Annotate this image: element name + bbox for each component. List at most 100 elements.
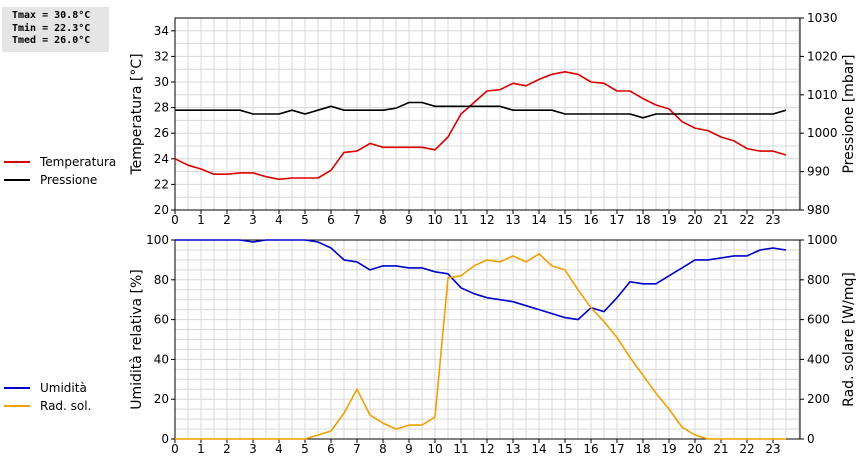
x-tick-label: 14 bbox=[531, 213, 546, 227]
x-tick-label: 19 bbox=[661, 442, 676, 456]
x-tick-label: 17 bbox=[609, 442, 624, 456]
x-tick-label: 19 bbox=[661, 213, 676, 227]
x-tick-label: 23 bbox=[765, 442, 780, 456]
y-right-tick-label: 800 bbox=[807, 273, 830, 287]
x-tick-label: 18 bbox=[635, 442, 650, 456]
legend-label-temperatura: Temperatura bbox=[40, 155, 117, 169]
x-tick-label: 22 bbox=[739, 213, 754, 227]
x-tick-label: 14 bbox=[531, 442, 546, 456]
x-tick-label: 15 bbox=[557, 213, 572, 227]
legend-item-umidita: Umidità bbox=[4, 379, 91, 397]
y-left-tick-label: 28 bbox=[154, 101, 169, 115]
y-right-tick-label: 990 bbox=[807, 165, 830, 179]
x-tick-label: 6 bbox=[327, 442, 335, 456]
legend-bottom: Umidità Rad. sol. bbox=[4, 379, 91, 415]
x-tick-label: 1 bbox=[197, 442, 205, 456]
legend-label-umidita: Umidità bbox=[40, 381, 87, 395]
legend-item-temperatura: Temperatura bbox=[4, 153, 116, 171]
x-tick-label: 11 bbox=[453, 442, 468, 456]
y-right-tick-label: 1000 bbox=[807, 233, 838, 247]
y-right-tick-label: 1030 bbox=[807, 11, 838, 25]
x-tick-label: 20 bbox=[687, 213, 702, 227]
x-tick-label: 21 bbox=[713, 442, 728, 456]
x-tick-label: 13 bbox=[505, 213, 520, 227]
stat-tmin: Tmin = 22.3°C bbox=[12, 22, 91, 34]
x-tick-label: 8 bbox=[379, 442, 387, 456]
legend-swatch-pressione bbox=[4, 179, 30, 181]
x-tick-label: 23 bbox=[765, 213, 780, 227]
x-tick-label: 10 bbox=[427, 213, 442, 227]
x-tick-label: 3 bbox=[249, 213, 257, 227]
x-tick-label: 16 bbox=[583, 442, 598, 456]
x-tick-label: 6 bbox=[327, 213, 335, 227]
y-left-tick-label: 24 bbox=[154, 152, 169, 166]
y-left-tick-label: 32 bbox=[154, 49, 169, 63]
x-tick-label: 0 bbox=[171, 213, 179, 227]
stats-box: Tmax = 30.8°C Tmin = 22.3°C Tmed = 26.0°… bbox=[2, 7, 109, 52]
y-right-tick-label: 200 bbox=[807, 392, 830, 406]
x-tick-label: 13 bbox=[505, 442, 520, 456]
x-tick-label: 0 bbox=[171, 442, 179, 456]
x-tick-label: 11 bbox=[453, 213, 468, 227]
stat-tmax: Tmax = 30.8°C bbox=[12, 10, 91, 21]
series-line-pressione bbox=[175, 101, 787, 119]
x-tick-label: 15 bbox=[557, 442, 572, 456]
y-right-tick-label: 1010 bbox=[807, 88, 838, 102]
y-right-tick-label: 1020 bbox=[807, 49, 838, 63]
y-left-axis-title: Temperatura [°C] bbox=[129, 53, 145, 175]
y-right-tick-label: 0 bbox=[807, 432, 815, 446]
y-left-tick-label: 34 bbox=[154, 24, 169, 38]
y-left-tick-label: 100 bbox=[146, 233, 169, 247]
y-left-tick-label: 80 bbox=[154, 273, 169, 287]
x-tick-label: 12 bbox=[479, 213, 494, 227]
x-tick-label: 3 bbox=[249, 442, 257, 456]
x-tick-label: 12 bbox=[479, 442, 494, 456]
y-left-tick-label: 60 bbox=[154, 313, 169, 327]
x-tick-label: 4 bbox=[275, 442, 283, 456]
y-right-axis-title: Pressione [mbar] bbox=[841, 54, 857, 173]
y-right-tick-label: 400 bbox=[807, 352, 830, 366]
series-line-umidit bbox=[175, 239, 787, 321]
x-tick-label: 17 bbox=[609, 213, 624, 227]
series-line-rad-sol bbox=[175, 253, 786, 440]
y-right-tick-label: 1000 bbox=[807, 126, 838, 140]
grid-1 bbox=[175, 240, 800, 439]
legend-label-rad-sol: Rad. sol. bbox=[40, 399, 92, 413]
x-tick-label: 8 bbox=[379, 213, 387, 227]
x-tick-label: 5 bbox=[301, 442, 309, 456]
legend-label-pressione: Pressione bbox=[40, 173, 98, 187]
legend-top: Temperatura Pressione bbox=[4, 153, 116, 189]
legend-swatch-umidita bbox=[4, 387, 30, 389]
y-left-tick-label: 0 bbox=[161, 432, 169, 446]
y-right-tick-label: 600 bbox=[807, 313, 830, 327]
x-tick-label: 9 bbox=[405, 213, 413, 227]
x-tick-label: 5 bbox=[301, 213, 309, 227]
x-tick-label: 9 bbox=[405, 442, 413, 456]
x-tick-label: 2 bbox=[223, 442, 231, 456]
x-tick-label: 4 bbox=[275, 213, 283, 227]
y-left-tick-label: 40 bbox=[154, 352, 169, 366]
y-left-tick-label: 26 bbox=[154, 126, 169, 140]
y-right-axis-title: Rad. solare [W/mq] bbox=[841, 272, 857, 407]
x-tick-label: 7 bbox=[353, 442, 361, 456]
x-tick-label: 16 bbox=[583, 213, 598, 227]
x-tick-label: 1 bbox=[197, 213, 205, 227]
x-tick-label: 18 bbox=[635, 213, 650, 227]
y-left-axis-title: Umidità relativa [%] bbox=[129, 269, 145, 410]
x-tick-label: 7 bbox=[353, 213, 361, 227]
legend-swatch-rad-sol bbox=[4, 405, 30, 407]
legend-item-pressione: Pressione bbox=[4, 171, 116, 189]
x-tick-label: 2 bbox=[223, 213, 231, 227]
legend-swatch-temperatura bbox=[4, 161, 30, 163]
x-tick-label: 22 bbox=[739, 442, 754, 456]
y-left-tick-label: 20 bbox=[154, 203, 169, 217]
x-tick-label: 21 bbox=[713, 213, 728, 227]
y-left-tick-label: 22 bbox=[154, 177, 169, 191]
legend-item-rad-sol: Rad. sol. bbox=[4, 397, 91, 415]
y-left-tick-label: 20 bbox=[154, 392, 169, 406]
x-tick-label: 20 bbox=[687, 442, 702, 456]
stat-tmed: Tmed = 26.0°C bbox=[12, 35, 91, 46]
series-line-temperatura bbox=[174, 71, 787, 181]
